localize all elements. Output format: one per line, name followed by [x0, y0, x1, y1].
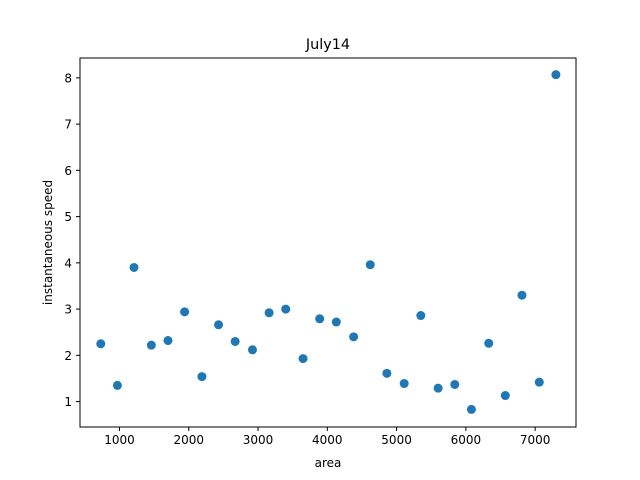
- data-point: [197, 372, 207, 382]
- y-tick-label: 8: [64, 71, 72, 85]
- data-point: [146, 340, 156, 350]
- data-point: [534, 377, 544, 387]
- data-point: [399, 379, 409, 389]
- data-point: [500, 391, 510, 401]
- data-point: [365, 260, 375, 270]
- data-point: [315, 314, 325, 324]
- data-point: [112, 380, 122, 390]
- data-point: [129, 262, 139, 272]
- data-point: [180, 307, 190, 317]
- data-point: [551, 70, 561, 80]
- y-tick-label: 1: [64, 395, 72, 409]
- x-axis-ticks: 1000 2000 3000 4000 5000 6000 7000: [104, 427, 550, 447]
- y-tick-label: 3: [64, 303, 72, 317]
- data-point: [264, 308, 274, 318]
- chart-title: July14: [305, 37, 350, 53]
- data-points: [96, 70, 561, 414]
- data-point: [281, 304, 291, 314]
- x-tick-label: 2000: [173, 433, 204, 447]
- data-point: [433, 383, 443, 393]
- y-tick-label: 4: [64, 256, 72, 270]
- x-axis-label: area: [315, 456, 342, 470]
- y-axis-ticks: 1 2 3 4 5 6 7 8: [64, 71, 80, 409]
- data-point: [416, 311, 426, 321]
- x-tick-label: 4000: [312, 433, 343, 447]
- data-point: [450, 379, 460, 389]
- data-point: [163, 336, 173, 346]
- data-point: [349, 332, 359, 342]
- plot-frame: [79, 57, 577, 428]
- x-tick-label: 1000: [104, 433, 135, 447]
- y-tick-label: 2: [64, 349, 72, 363]
- data-point: [247, 345, 257, 355]
- x-tick-label: 7000: [520, 433, 551, 447]
- y-tick-label: 5: [64, 210, 72, 224]
- data-point: [96, 339, 106, 349]
- data-point: [382, 368, 392, 378]
- data-point: [331, 317, 341, 327]
- y-tick-label: 6: [64, 164, 72, 178]
- x-tick-label: 3000: [243, 433, 274, 447]
- data-point: [484, 338, 494, 348]
- data-point: [517, 290, 527, 300]
- data-point: [466, 404, 476, 414]
- y-axis-label: instantaneous speed: [41, 180, 55, 305]
- y-tick-label: 7: [64, 118, 72, 132]
- x-tick-label: 6000: [451, 433, 482, 447]
- x-tick-label: 5000: [381, 433, 412, 447]
- data-point: [214, 320, 224, 330]
- data-point: [230, 336, 240, 346]
- data-point: [298, 354, 308, 364]
